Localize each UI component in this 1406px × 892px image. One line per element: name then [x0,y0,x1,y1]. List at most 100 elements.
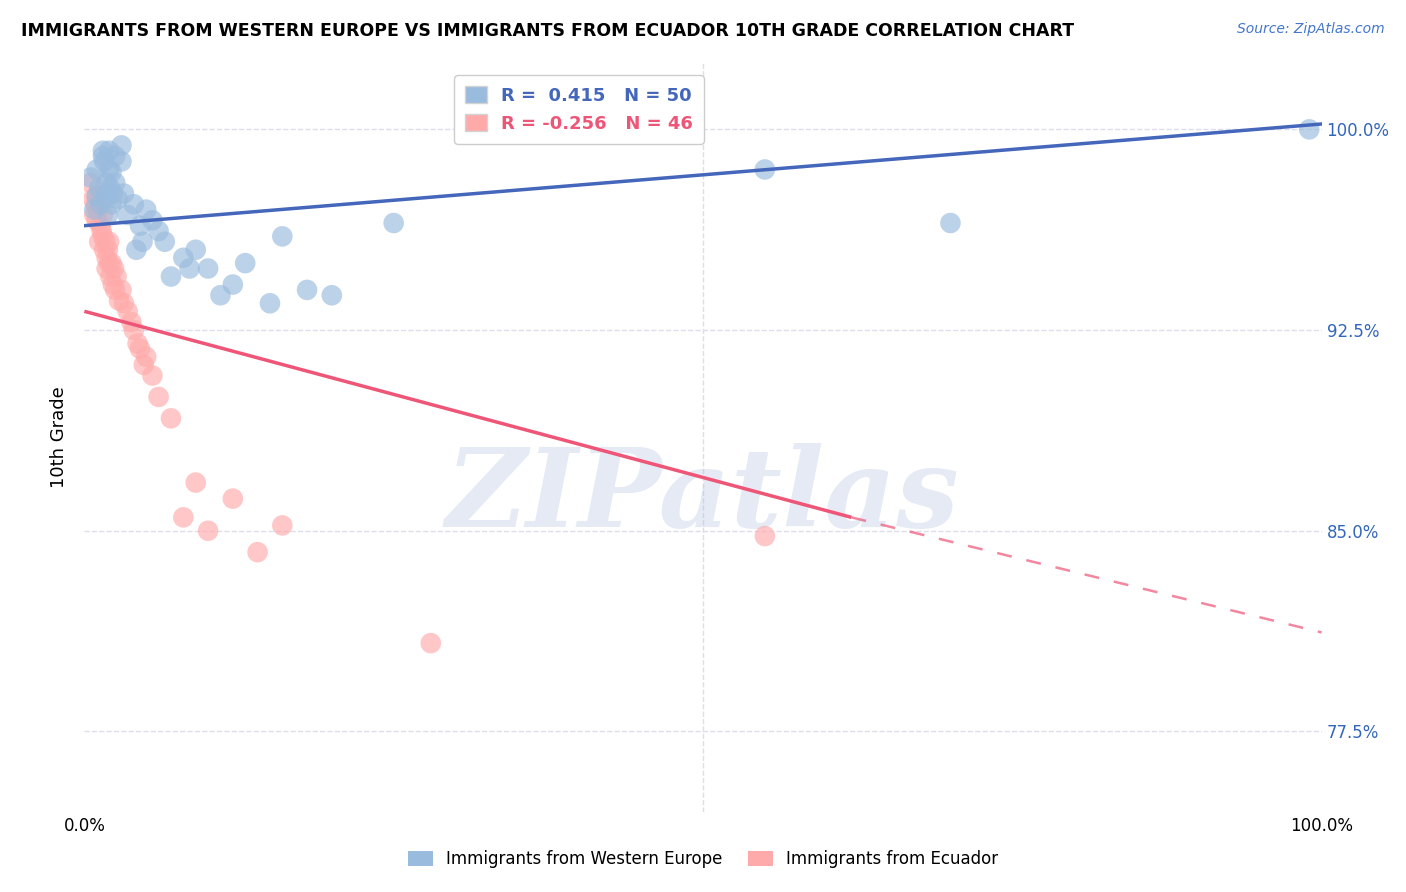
Point [96,176,118,190]
Point [97,208,120,222]
Point [117,304,139,318]
Point [100,165,122,179]
Legend: R =  0.415   N = 50, R = -0.256   N = 46: R = 0.415 N = 50, R = -0.256 N = 46 [454,75,704,144]
Point [754,529,776,543]
Point [107,192,129,206]
Point [222,277,245,292]
Point [87,202,110,217]
Point [79,170,101,185]
Point [127,336,149,351]
Point [108,293,131,308]
Point [100,197,122,211]
Point [89,197,111,211]
Point [91,208,114,222]
Point [86,213,108,227]
Point [382,216,405,230]
Point [125,243,148,257]
Point [246,545,269,559]
Point [172,510,194,524]
Point [131,235,153,249]
Point [271,518,294,533]
Point [153,235,176,249]
Point [100,256,122,270]
Point [94,192,117,206]
Point [233,256,256,270]
Point [93,154,115,169]
Point [93,243,115,257]
Point [129,219,152,233]
Point [98,144,121,158]
Text: Source: ZipAtlas.com: Source: ZipAtlas.com [1237,22,1385,37]
Point [89,235,111,249]
Point [1298,122,1320,136]
Point [83,202,105,217]
Point [141,213,163,227]
Point [120,315,142,329]
Point [86,189,108,203]
Point [84,197,107,211]
Point [135,350,157,364]
Point [91,144,114,158]
Point [91,149,114,163]
Point [103,261,125,276]
Point [209,288,232,302]
Point [148,224,170,238]
Point [96,186,118,201]
Point [184,475,207,490]
Point [104,149,127,163]
Text: IMMIGRANTS FROM WESTERN EUROPE VS IMMIGRANTS FROM ECUADOR 10TH GRADE CORRELATION: IMMIGRANTS FROM WESTERN EUROPE VS IMMIGR… [21,22,1074,40]
Point [110,138,132,153]
Point [91,229,114,244]
Point [222,491,245,506]
Point [104,176,127,190]
Point [112,186,135,201]
Point [86,162,108,177]
Text: ZIPatlas: ZIPatlas [446,443,960,550]
Point [79,176,101,190]
Point [82,192,104,206]
Point [86,189,108,203]
Point [89,181,111,195]
Point [132,358,155,372]
Point [184,243,207,257]
Point [97,243,120,257]
Point [160,269,183,284]
Point [259,296,281,310]
Point [939,216,962,230]
Point [96,261,118,276]
Point [101,186,124,201]
Point [98,269,121,284]
Point [172,251,194,265]
Point [89,219,111,233]
Point [112,296,135,310]
Point [129,342,152,356]
Point [419,636,441,650]
Point [104,283,127,297]
Point [96,251,118,265]
Point [98,162,121,177]
Point [98,256,121,270]
Point [141,368,163,383]
Point [148,390,170,404]
Point [110,154,132,169]
Legend: Immigrants from Western Europe, Immigrants from Ecuador: Immigrants from Western Europe, Immigran… [401,844,1005,875]
Point [110,283,132,297]
Point [754,162,776,177]
Point [160,411,183,425]
Point [295,283,318,297]
Point [98,181,121,195]
Point [321,288,343,302]
Point [105,269,128,284]
Point [179,261,201,276]
Point [83,208,105,222]
Point [197,261,219,276]
Point [98,235,121,249]
Point [94,235,117,249]
Y-axis label: 10th Grade: 10th Grade [51,386,69,488]
Point [90,224,112,238]
Point [117,208,139,222]
Point [122,323,145,337]
Point [101,277,124,292]
Point [271,229,294,244]
Point [135,202,157,217]
